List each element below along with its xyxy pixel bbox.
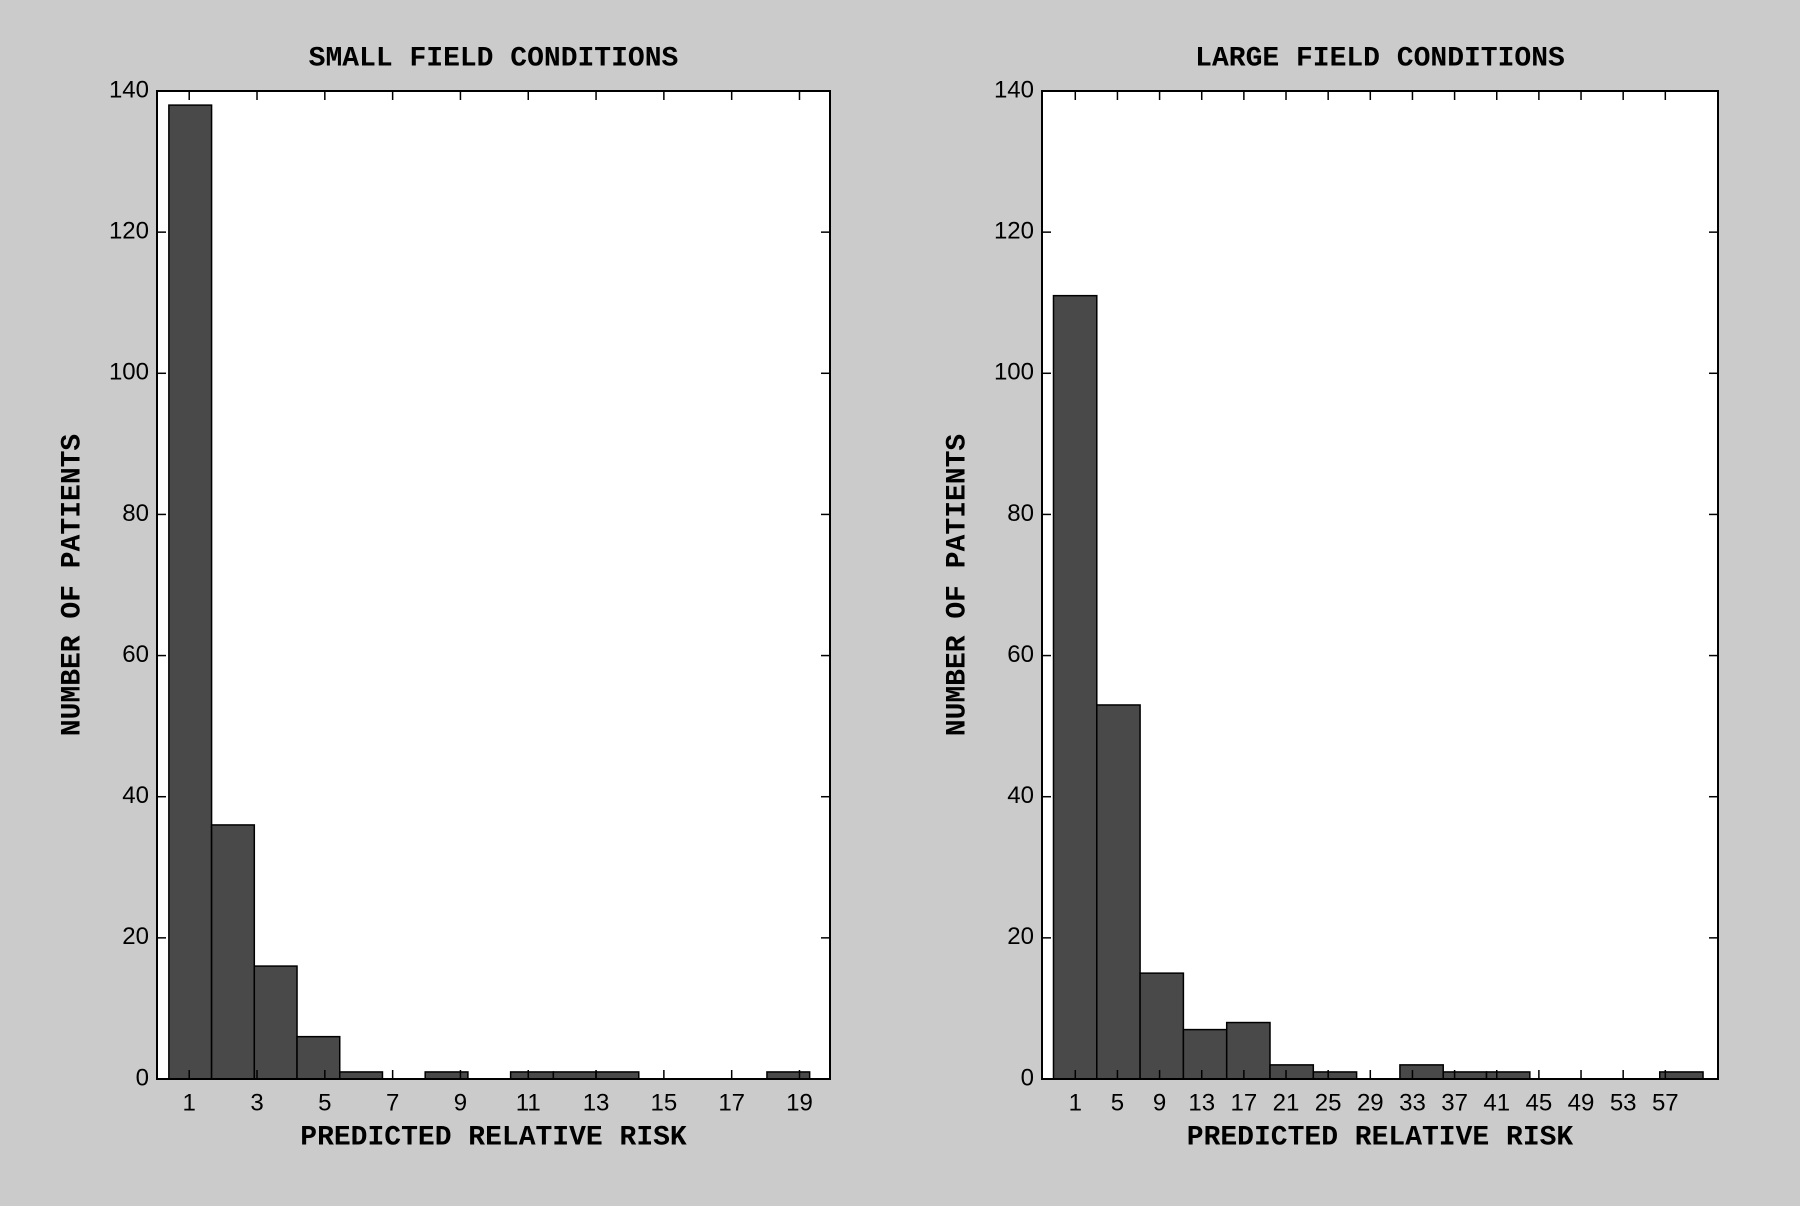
y-tick-label: 20 xyxy=(1007,923,1034,950)
x-tick-label: 15 xyxy=(651,1089,678,1116)
y-axis-label: NUMBER OF PATIENTS xyxy=(942,434,973,736)
y-tick-label: 120 xyxy=(994,217,1034,244)
bar xyxy=(1399,1064,1444,1080)
x-tick-label: 25 xyxy=(1315,1089,1342,1116)
x-tick-label: 33 xyxy=(1399,1089,1426,1116)
x-axis-label: PREDICTED RELATIVE RISK xyxy=(1187,1122,1574,1153)
bar xyxy=(1139,972,1185,1080)
x-tick-label: 21 xyxy=(1273,1089,1300,1116)
x-tick-label: 13 xyxy=(583,1089,610,1116)
bar xyxy=(210,824,256,1080)
plot-area xyxy=(157,91,830,1079)
y-tick-label: 60 xyxy=(122,641,149,668)
y-tick-label: 120 xyxy=(109,217,149,244)
bar xyxy=(1225,1021,1271,1080)
y-tick-label: 140 xyxy=(994,76,1034,103)
chart-title: SMALL FIELD CONDITIONS xyxy=(309,43,679,74)
x-tick-label: 9 xyxy=(454,1089,467,1116)
x-tick-label: 41 xyxy=(1483,1089,1510,1116)
bar xyxy=(1658,1071,1704,1080)
x-tick-label: 53 xyxy=(1610,1089,1637,1116)
y-tick-label: 60 xyxy=(1007,641,1034,668)
bar xyxy=(338,1071,384,1080)
bar xyxy=(509,1071,555,1080)
bar xyxy=(1269,1064,1315,1080)
bar xyxy=(1052,294,1098,1080)
bar xyxy=(1442,1071,1488,1080)
bar xyxy=(595,1071,640,1080)
bar xyxy=(1182,1028,1228,1080)
x-tick-label: 29 xyxy=(1357,1089,1384,1116)
y-tick-label: 0 xyxy=(136,1064,149,1091)
bar xyxy=(766,1071,811,1080)
axes-frame xyxy=(156,90,831,1080)
y-tick-label: 100 xyxy=(109,359,149,386)
bar xyxy=(296,1035,341,1080)
x-tick-label: 5 xyxy=(1111,1089,1124,1116)
bar xyxy=(1096,704,1141,1080)
x-tick-label: 7 xyxy=(386,1089,399,1116)
y-tick-label: 0 xyxy=(1021,1064,1034,1091)
x-tick-label: 19 xyxy=(786,1089,813,1116)
plot-area xyxy=(1042,91,1718,1079)
x-tick-label: 9 xyxy=(1153,1089,1166,1116)
y-tick-label: 40 xyxy=(122,782,149,809)
x-tick-label: 1 xyxy=(1069,1089,1082,1116)
y-axis-label: NUMBER OF PATIENTS xyxy=(57,434,88,736)
y-tick-label: 100 xyxy=(994,359,1034,386)
x-tick-label: 3 xyxy=(250,1089,263,1116)
y-tick-label: 80 xyxy=(122,500,149,527)
x-tick-label: 37 xyxy=(1441,1089,1468,1116)
y-tick-label: 20 xyxy=(122,923,149,950)
bar xyxy=(253,965,298,1080)
axes-frame xyxy=(1041,90,1719,1080)
x-tick-label: 49 xyxy=(1568,1089,1595,1116)
bar xyxy=(1485,1071,1531,1080)
x-tick-label: 45 xyxy=(1526,1089,1553,1116)
y-tick-label: 140 xyxy=(109,76,149,103)
x-tick-label: 1 xyxy=(183,1089,196,1116)
y-tick-label: 80 xyxy=(1007,500,1034,527)
x-tick-label: 13 xyxy=(1188,1089,1215,1116)
bar xyxy=(552,1071,597,1080)
bar xyxy=(424,1071,469,1080)
bar xyxy=(1312,1071,1358,1080)
bar xyxy=(168,104,213,1080)
y-tick-label: 40 xyxy=(1007,782,1034,809)
x-tick-label: 11 xyxy=(516,1089,541,1116)
chart-title: LARGE FIELD CONDITIONS xyxy=(1195,43,1565,74)
x-tick-label: 17 xyxy=(1231,1089,1258,1116)
x-tick-label: 57 xyxy=(1652,1089,1679,1116)
x-axis-label: PREDICTED RELATIVE RISK xyxy=(300,1122,687,1153)
x-tick-label: 5 xyxy=(318,1089,331,1116)
x-tick-label: 17 xyxy=(718,1089,745,1116)
